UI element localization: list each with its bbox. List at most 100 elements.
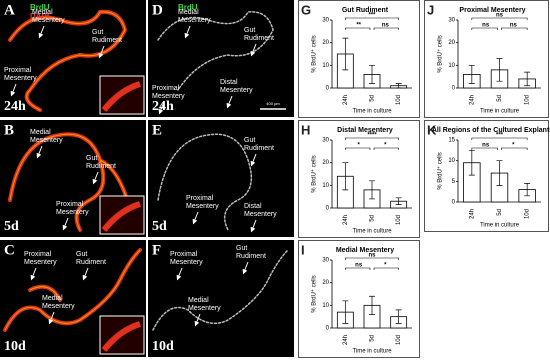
arrow (158, 101, 165, 115)
annotation: Gut Rudiment (92, 29, 122, 44)
time-label: 24h (152, 99, 174, 114)
annotation: Proximal Mesentery (24, 251, 57, 266)
chart-frame (298, 120, 420, 238)
time-label: 10d (152, 339, 174, 354)
error-bar (524, 183, 531, 197)
inset-tissue (101, 81, 141, 112)
annotation: Gut Rudiment (76, 251, 106, 266)
y-tick-label: 0 (452, 86, 456, 92)
inset-tissue (101, 201, 141, 232)
significance-bracket (501, 27, 528, 30)
y-axis-label: % BrdU⁺ cells (311, 275, 318, 313)
significance-bracket (471, 147, 498, 150)
x-tick-label: 24h (469, 209, 475, 219)
y-tick-label: 10 (322, 183, 329, 189)
micrograph (148, 240, 294, 357)
significance-label: ns (510, 23, 518, 29)
annotation: Medial Mesentery (30, 129, 63, 144)
chart-title: Proximal Mesentery (459, 7, 525, 14)
significance-bracket (345, 147, 371, 150)
y-tick-label: 15 (448, 138, 455, 144)
x-tick-label: 5d (370, 215, 376, 222)
tissue (152, 249, 289, 331)
significance-bracket (345, 267, 371, 270)
significance-label: * (512, 143, 515, 149)
significance-label: **** (367, 133, 377, 139)
annotation: Medial Mesentery (178, 9, 211, 24)
panel-letter: A (4, 2, 15, 18)
tissue-edge (9, 11, 126, 111)
y-tick-label: 10 (322, 63, 329, 69)
x-tick-label: 5d (497, 209, 503, 216)
arrow (242, 261, 249, 275)
x-tick-label: 10d (396, 95, 402, 105)
chart-frame (424, 120, 549, 232)
y-tick-label: 20 (322, 40, 329, 46)
panel-letter: C (4, 242, 15, 258)
chart-frame (298, 240, 420, 358)
panel-letter: I (301, 242, 305, 257)
significance-bracket (501, 147, 528, 150)
chart-title: Gut Rudiment (342, 7, 389, 14)
y-axis-label: % BrdU⁺ cells (437, 35, 444, 73)
tissue (157, 133, 253, 231)
error-bar (369, 295, 375, 315)
channel-label: BrdU (178, 3, 198, 12)
y-tick-label: 20 (322, 160, 329, 166)
image-panel: C 10d Proximal Mesentery Gut Rudiment Medial Me… (0, 240, 146, 357)
x-tick-label: 24h (343, 95, 349, 105)
y-tick-label: 0 (326, 206, 330, 212)
arrow (38, 25, 45, 39)
significance-label: ns (482, 23, 490, 29)
y-tick-label: 30 (448, 18, 455, 24)
error-bar (468, 149, 475, 176)
significance-bracket (373, 27, 399, 30)
arrow (36, 145, 43, 159)
y-tick-label: 0 (326, 326, 330, 332)
x-tick-label: 5d (370, 95, 376, 102)
error-bar (369, 180, 375, 200)
significance-label: ns (355, 263, 363, 269)
error-bar (496, 58, 503, 82)
significance-bracket (345, 137, 399, 140)
arrow (10, 83, 17, 97)
panel-letter: B (4, 122, 14, 138)
x-axis-label: Time in culture (480, 223, 520, 229)
annotation: Proximal Mesentery (56, 201, 89, 216)
channel-label: DAPI (30, 12, 49, 21)
inset-tissue (101, 321, 141, 352)
y-tick-label: 30 (322, 258, 329, 264)
panel-letter: D (152, 2, 163, 18)
significance-bracket (345, 27, 371, 30)
panel-letter: J (427, 2, 434, 17)
annotation: Gut Rudiment (244, 137, 274, 152)
significance-label: * (384, 263, 387, 269)
x-tick-label: 24h (343, 335, 349, 345)
annotation: Gut Rudiment (86, 155, 116, 170)
x-axis-label: Time in culture (352, 349, 392, 355)
x-tick-label: 10d (396, 215, 402, 225)
y-tick-label: 20 (322, 280, 329, 286)
significance-bracket (345, 257, 399, 260)
significance-label: * (357, 143, 360, 149)
annotation: Proximal Mesentery (186, 195, 219, 210)
x-tick-label: 5d (497, 95, 503, 102)
error-bar (342, 300, 349, 324)
micrograph (148, 120, 294, 237)
tissue (157, 11, 274, 91)
error-bar (342, 37, 349, 71)
annotation: Medial Mesentery (42, 295, 75, 310)
error-bar (395, 83, 402, 89)
significance-bracket (373, 147, 399, 150)
annotation: Gut Rudiment (244, 27, 274, 42)
arrow (92, 171, 99, 185)
significance-bracket (373, 267, 399, 270)
panel-letter: H (301, 122, 310, 137)
arrow (184, 25, 191, 39)
error-bar (524, 71, 531, 87)
significance-label: ** (356, 23, 361, 29)
x-tick-label: 5d (370, 335, 376, 342)
time-label: 5d (4, 219, 19, 234)
